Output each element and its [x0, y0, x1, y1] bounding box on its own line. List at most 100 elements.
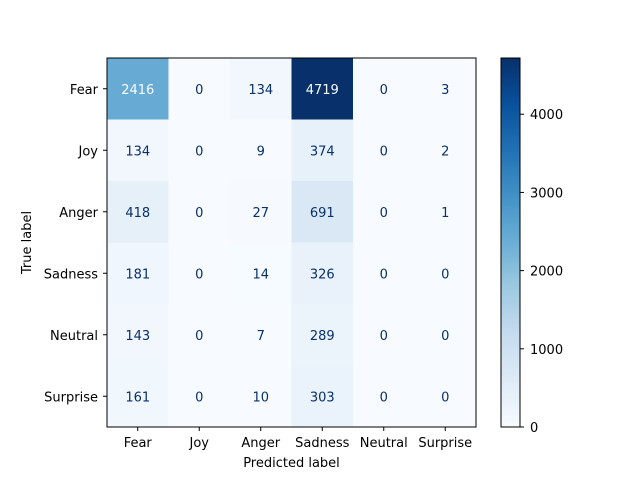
x-axis-ticks: Fear Joy Anger Sadness Neutral Surprise — [124, 427, 472, 451]
cell-value-label: 143 — [125, 329, 150, 344]
matrix-cell — [291, 58, 354, 120]
matrix-cell — [107, 365, 169, 428]
matrix-cell — [353, 119, 415, 182]
cell-value-label: 0 — [380, 83, 388, 98]
y-tick-label: Sadness — [44, 267, 98, 282]
matrix-cell — [107, 119, 169, 182]
matrix-cell — [414, 181, 477, 243]
colorbar-tick-label: 4000 — [530, 108, 563, 123]
cell-value-label: 0 — [380, 206, 388, 221]
cell-value-label: 3 — [441, 83, 449, 98]
cell-value-label: 0 — [195, 83, 203, 98]
plot-frame — [106, 57, 477, 428]
matrix-cell — [230, 304, 292, 366]
cell-value-label: 418 — [125, 206, 150, 221]
matrix-cell — [291, 119, 354, 182]
cell-value-label: 7 — [257, 329, 265, 344]
matrix-cell — [168, 181, 231, 243]
matrix-cell — [353, 365, 415, 428]
matrix-cell — [107, 181, 169, 243]
matrix-cell — [107, 58, 169, 120]
y-tick-label: Fear — [70, 83, 99, 98]
x-tick-label: Neutral — [360, 436, 408, 451]
cell-value-label: 0 — [195, 329, 203, 344]
cell-value-label: 134 — [248, 83, 273, 98]
colorbar-tick-label: 3000 — [530, 186, 563, 201]
y-tick-label: Anger — [59, 206, 98, 221]
cell-value-label: 9 — [257, 144, 265, 159]
matrix-cell — [414, 58, 477, 120]
colorbar-tick-label: 0 — [530, 421, 538, 436]
cell-value-label: 0 — [441, 267, 449, 282]
x-tick-label: Fear — [124, 436, 153, 451]
colorbar: 0 1000 2000 3000 4000 — [500, 57, 563, 436]
matrix-cell — [168, 119, 231, 182]
matrix-cell — [230, 365, 292, 428]
cell-value-label: 691 — [310, 206, 335, 221]
cell-value-label: 27 — [252, 206, 269, 221]
matrix-cell — [414, 304, 477, 366]
matrix-cell — [107, 242, 169, 305]
cell-value-label: 161 — [125, 390, 150, 405]
x-tick-label: Surprise — [418, 436, 472, 451]
x-tick-label: Anger — [241, 436, 280, 451]
y-tick-label: Surprise — [44, 390, 98, 405]
matrix-cell — [353, 242, 415, 305]
colorbar-ticks: 0 1000 2000 3000 4000 — [520, 108, 563, 436]
x-axis-label: Predicted label — [243, 456, 340, 471]
matrix-cell-labels: 2416 0 134 4719 0 3 134 0 9 374 0 2 418 0 27 691 0 1 181 0 1… — [121, 83, 449, 406]
cell-value-label: 0 — [441, 390, 449, 405]
cell-value-label: 289 — [310, 329, 335, 344]
y-tick-label: Joy — [78, 144, 99, 159]
colorbar-gradient — [500, 57, 521, 428]
matrix-cell — [168, 58, 231, 120]
matrix-cell — [168, 365, 231, 428]
cell-value-label: 0 — [195, 390, 203, 405]
cell-value-label: 0 — [195, 144, 203, 159]
matrix-cell — [168, 304, 231, 366]
cell-value-label: 0 — [441, 329, 449, 344]
matrix-cell — [291, 242, 354, 305]
cell-value-label: 326 — [310, 267, 335, 282]
matrix-cell — [230, 242, 292, 305]
cell-value-label: 2 — [441, 144, 449, 159]
cell-value-label: 303 — [310, 390, 335, 405]
y-axis-ticks: Fear Joy Anger Sadness Neutral Surprise — [44, 83, 107, 405]
matrix-cell — [230, 58, 292, 120]
x-tick-label: Joy — [189, 436, 210, 451]
y-tick-label: Neutral — [50, 329, 98, 344]
cell-value-label: 0 — [380, 144, 388, 159]
cell-value-label: 0 — [380, 329, 388, 344]
matrix-cell — [353, 181, 415, 243]
cell-value-label: 1 — [441, 206, 449, 221]
cell-value-label: 10 — [252, 390, 269, 405]
colorbar-tick-label: 1000 — [530, 343, 563, 358]
matrix-cell — [291, 365, 354, 428]
cell-value-label: 2416 — [121, 83, 154, 98]
matrix-cell — [230, 119, 292, 182]
colorbar-tick-label: 2000 — [530, 265, 563, 280]
cell-value-label: 0 — [195, 206, 203, 221]
cell-value-label: 4719 — [306, 83, 339, 98]
cell-value-label: 134 — [125, 144, 150, 159]
matrix-cell — [414, 242, 477, 305]
cell-value-label: 374 — [310, 144, 335, 159]
x-tick-label: Sadness — [295, 436, 349, 451]
matrix-cell — [291, 181, 354, 243]
matrix-cell — [414, 119, 477, 182]
matrix-cell — [230, 181, 292, 243]
matrix-cell — [107, 304, 169, 366]
cell-value-label: 0 — [380, 267, 388, 282]
matrix-cell — [414, 365, 477, 428]
matrix-cell — [353, 304, 415, 366]
cell-value-label: 181 — [125, 267, 150, 282]
matrix-cells — [107, 58, 477, 428]
cell-value-label: 14 — [252, 267, 269, 282]
cell-value-label: 0 — [195, 267, 203, 282]
cell-value-label: 0 — [380, 390, 388, 405]
matrix-cell — [291, 304, 354, 366]
y-axis-label: True label — [20, 211, 35, 275]
matrix-cell — [168, 242, 231, 305]
matrix-cell — [353, 58, 415, 120]
